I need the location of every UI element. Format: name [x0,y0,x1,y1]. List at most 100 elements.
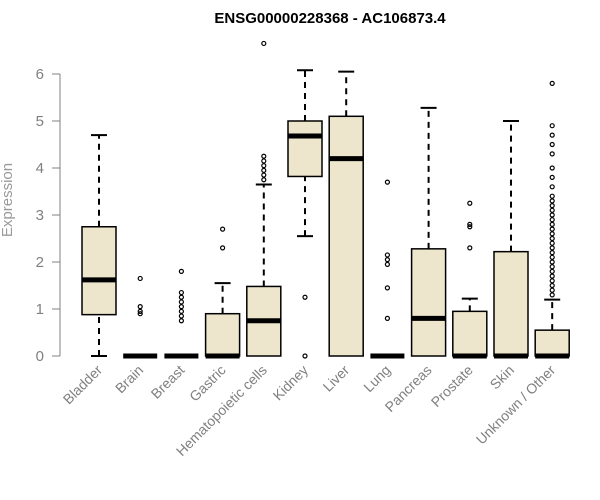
outlier-point [384,179,390,185]
box-iqr [534,329,570,357]
outlier-point [549,198,555,204]
box-group [287,69,323,359]
outlier-point [549,268,555,274]
box-group [328,70,364,357]
outlier-point [178,299,184,305]
outlier-point [467,245,473,251]
boxes-group [81,40,570,359]
y-tick-label: 4 [36,160,44,177]
outlier-point [549,235,555,242]
box-group [452,200,488,359]
outlier-point [178,308,184,314]
x-tick-label: Liver [320,362,353,395]
outlier-point [137,308,143,314]
x-tick-label: Skin [487,362,518,393]
box-iqr [287,120,323,178]
outlier-point [549,80,555,87]
outlier-point [549,132,555,138]
outlier-point [178,304,184,310]
outlier-point [384,252,390,258]
outlier-point [549,245,555,251]
outlier-point [178,294,184,300]
outlier-point [384,285,390,291]
outlier-point [467,221,473,227]
outlier-point [549,207,555,213]
outlier-point [220,226,226,232]
x-tick-label: Prostate [428,362,476,410]
outlier-point [220,245,226,251]
outlier-point [261,40,267,47]
x-tick-label: Breast [148,362,188,402]
x-tick-label: Brain [112,362,146,396]
box-group [246,40,282,357]
outlier-point [549,287,555,293]
outlier-point [549,151,555,157]
outlier-point [549,273,555,279]
outlier-point [549,141,555,148]
outlier-point [549,123,555,129]
outlier-point [137,304,143,310]
outlier-point [549,292,555,298]
outlier-point [178,268,184,274]
box-group [370,179,405,359]
box-group [81,134,117,357]
outlier-point [137,311,143,317]
outlier-point [549,278,555,284]
box-iqr [328,115,364,357]
outlier-point [549,282,555,289]
outlier-point [178,318,184,324]
box-group [493,120,529,359]
box-iqr [410,248,447,357]
outlier-point [549,240,555,246]
outlier-point [549,259,555,265]
box-iqr [493,250,529,357]
outlier-point [261,172,267,178]
y-axis: 0 1 2 3 4 5 6 [36,66,61,365]
outlier-point [178,289,184,296]
outlier-point [549,221,555,227]
x-tick-label: Bladder [60,362,106,408]
outlier-point [549,250,555,256]
outlier-point [137,275,143,282]
outlier-point [549,254,555,260]
outlier-point [261,167,267,173]
outlier-point [384,257,390,263]
y-tick-label: 3 [36,207,44,224]
outlier-point [467,200,473,206]
outlier-point [384,261,390,267]
box-iqr [81,226,117,316]
outlier-point [384,315,390,321]
box-iqr [204,312,241,357]
outlier-point [549,217,555,223]
outlier-point [549,212,555,218]
outlier-point [549,264,555,270]
outlier-point [549,231,555,237]
box-group [123,275,158,359]
outlier-point [549,184,555,190]
outlier-point [549,165,555,171]
y-tick-label: 6 [36,66,44,83]
outlier-point [302,294,308,300]
outlier-point [549,226,555,232]
outlier-point [467,224,473,230]
y-tick-label: 1 [36,301,44,318]
box-group [534,80,570,359]
outlier-point [261,163,267,169]
box-group [410,106,447,357]
y-tick-label: 0 [36,348,44,365]
y-tick-label: 5 [36,113,44,130]
outlier-point [549,203,555,209]
y-axis-label: Expression [0,163,16,237]
outlier-point [549,174,555,180]
x-tick-label: Lung [360,362,393,395]
outlier-point [261,153,267,159]
x-tick-label: Kidney [270,362,312,404]
box-group [164,268,199,359]
outlier-point [549,193,555,199]
outlier-point [302,353,308,359]
y-tick-label: 2 [36,254,44,271]
outlier-point [261,158,267,164]
outlier-point [178,313,184,319]
